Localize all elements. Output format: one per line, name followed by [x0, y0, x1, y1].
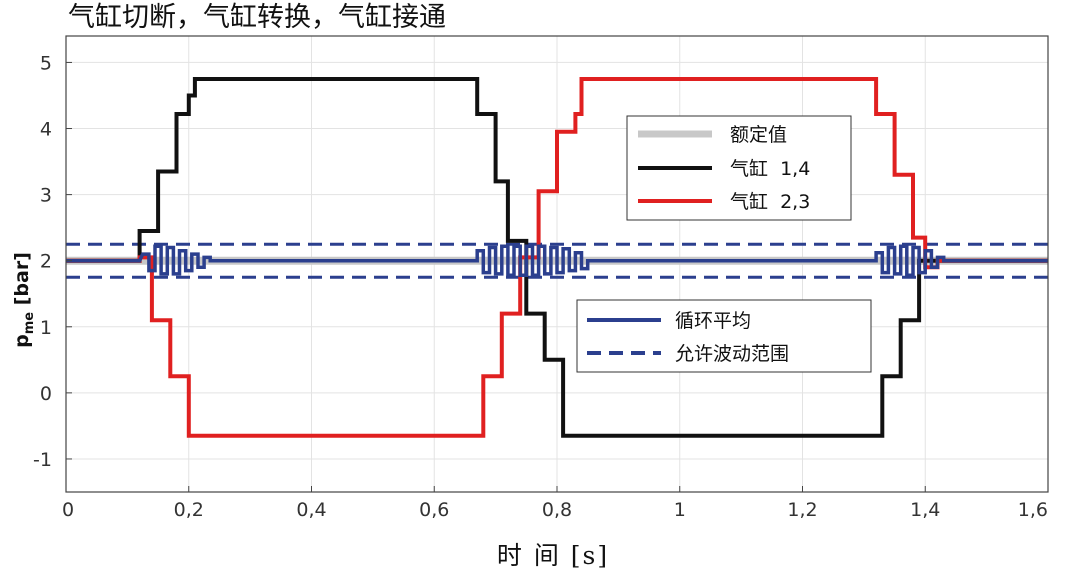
x-tick-label: 0	[62, 499, 74, 521]
y-tick-label: -1	[33, 449, 52, 471]
legend-label-cyl23: 气缸 2,3	[730, 191, 810, 213]
x-tick-label: 0,4	[296, 499, 326, 521]
y-tick-label: 1	[40, 317, 52, 339]
tolerance-band-lines	[66, 242, 1048, 279]
x-tick-label: 1,6	[1018, 499, 1048, 521]
y-tick-label: 3	[40, 185, 52, 207]
series-cyl23	[66, 77, 1048, 438]
y-axis-label: pme [bar]	[11, 252, 37, 348]
series-cyl14	[66, 77, 1048, 438]
y-tick-label: 0	[40, 383, 52, 405]
x-tick-label: 1	[674, 499, 686, 521]
chart-title: 气缸切断，气缸转换，气缸接通	[68, 2, 446, 33]
legend-label-cyl14: 气缸 1,4	[730, 158, 810, 180]
series-lines	[66, 77, 1048, 438]
series-avg	[66, 244, 1048, 277]
y-axis-label-rest: [bar]	[11, 252, 33, 312]
y-axis-label-main: p	[11, 334, 33, 348]
legend-label-nominal: 额定值	[730, 124, 787, 146]
y-axis-label-sub: me	[22, 312, 37, 335]
x-axis-ticks: 0 0,2 0,4 0,6 0,8 1 1,2 1,4 1,6	[62, 486, 1049, 521]
y-tick-label: 5	[40, 52, 52, 74]
wechat-icon	[844, 519, 886, 551]
y-tick-label: 2	[40, 251, 52, 273]
x-tick-label: 1,4	[910, 499, 940, 521]
x-tick-label: 0,8	[542, 499, 572, 521]
x-tick-label: 0,6	[419, 499, 449, 521]
watermark: 汽车与新动力	[844, 519, 1016, 551]
legend-average: 循环平均 允许波动范围	[576, 299, 872, 373]
x-tick-label: 0,2	[174, 499, 204, 521]
legend-cylinders: 额定值 气缸 1,4 气缸 2,3	[626, 115, 852, 221]
watermark-text: 汽车与新动力	[890, 523, 1016, 547]
x-tick-label: 1,2	[787, 499, 817, 521]
legend-label-average: 循环平均	[675, 310, 751, 332]
y-axis-ticks: -1 0 1 2 3 4 5	[33, 52, 72, 471]
y-tick-label: 4	[40, 119, 52, 141]
legend-average-box	[576, 299, 872, 373]
x-axis-label: 时 间 [s]	[497, 541, 609, 570]
legend-label-band: 允许波动范围	[675, 343, 789, 365]
